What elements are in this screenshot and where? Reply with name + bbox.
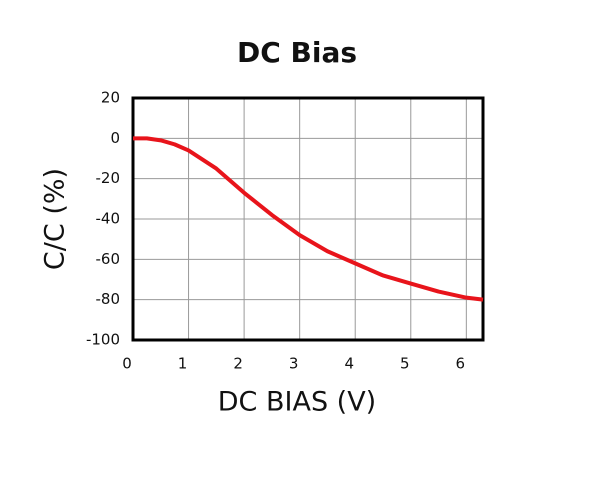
x-axis-label: DC BIAS (V) [218,387,376,418]
y-tick-label: -100 [86,331,120,349]
plot-frame [131,96,485,342]
y-tick-label: -20 [96,169,121,187]
y-tick-label: -80 [96,290,121,308]
x-tick-label: 2 [233,355,243,373]
y-axis-label: C/C (%) [40,168,71,270]
y-tick-label: -60 [96,250,121,268]
data-line [133,136,484,302]
x-tick-label: 4 [344,355,354,373]
x-tick-label: 0 [122,355,132,373]
x-tick-label: 6 [456,355,466,373]
y-tick-label: -40 [96,210,121,228]
y-tick-label: 0 [110,129,120,147]
y-tick-label: 20 [101,89,120,107]
x-tick-label: 3 [289,355,299,373]
chart-title: DC Bias [237,36,357,69]
x-tick-label: 1 [178,355,188,373]
x-tick-label: 5 [400,355,410,373]
